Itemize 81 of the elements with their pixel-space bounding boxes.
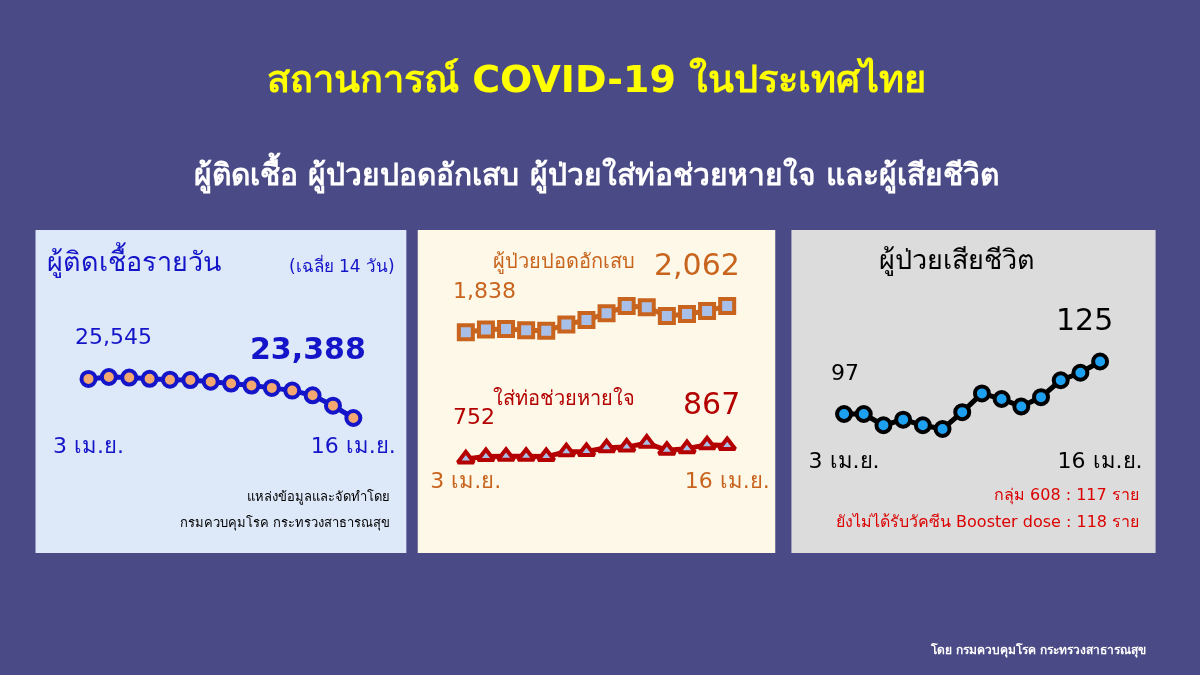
point bbox=[181, 371, 200, 390]
point bbox=[283, 381, 302, 400]
point bbox=[456, 323, 475, 342]
point bbox=[140, 369, 159, 388]
text: ผู้ติดเชื้อ ผู้ป่วยปอดอักเสบ ผู้ป่วยใส่ท่อช่วยหายใจ และผู้เสียชีวิต bbox=[194, 152, 1000, 194]
point bbox=[222, 374, 241, 393]
point bbox=[497, 319, 516, 338]
text: สถานการณ์ COVID-19 ในประเทศไทย bbox=[267, 57, 927, 101]
point bbox=[537, 321, 556, 340]
point bbox=[992, 390, 1011, 408]
point bbox=[718, 297, 737, 316]
x-tick-label: 16 เม.ย. bbox=[1057, 448, 1143, 473]
point bbox=[475, 447, 497, 463]
data-label: 867 bbox=[683, 386, 741, 421]
point bbox=[79, 369, 98, 388]
point bbox=[557, 315, 576, 334]
point bbox=[1091, 352, 1110, 371]
x-tick-label: 16 เม.ย. bbox=[310, 433, 396, 458]
x-tick-label: 16 เม.ย. bbox=[684, 468, 770, 493]
data-label: 752 bbox=[453, 404, 495, 429]
chart-title: ผู้ป่วยเสียชีวิต bbox=[879, 244, 1035, 276]
point bbox=[972, 384, 991, 403]
point bbox=[1071, 363, 1090, 382]
point bbox=[120, 368, 139, 387]
point bbox=[455, 449, 476, 465]
point bbox=[536, 447, 557, 463]
x-tick-label: 3 เม.ย. bbox=[808, 448, 880, 473]
point bbox=[933, 420, 952, 438]
point bbox=[160, 370, 179, 389]
x-tick-label: 3 เม.ย. bbox=[52, 433, 124, 458]
point bbox=[262, 378, 281, 397]
point bbox=[516, 447, 537, 462]
point bbox=[657, 307, 676, 326]
data-label: 2,062 bbox=[654, 247, 740, 282]
point bbox=[517, 321, 536, 340]
data-label: 25,545 bbox=[75, 324, 152, 349]
data-label: 1,838 bbox=[453, 278, 516, 303]
point bbox=[874, 416, 893, 435]
point bbox=[953, 403, 972, 422]
data-label: 97 bbox=[831, 360, 859, 385]
point bbox=[242, 376, 261, 395]
point bbox=[576, 442, 597, 457]
point bbox=[894, 410, 913, 429]
point bbox=[344, 409, 363, 427]
point bbox=[596, 438, 617, 454]
point bbox=[636, 434, 657, 449]
point bbox=[676, 439, 698, 455]
point bbox=[556, 442, 577, 458]
point bbox=[913, 416, 932, 435]
point bbox=[698, 301, 717, 320]
point bbox=[597, 304, 616, 323]
text: โดย กรมควบคุมโรค กระทรวงสาธารณสุข bbox=[930, 642, 1147, 658]
text: ยังไม่ได้รับวัคซีน Booster dose : 118 ราย bbox=[836, 512, 1140, 531]
series-label: ใส่ท่อช่วยหายใจ bbox=[493, 386, 635, 410]
text: แหล่งข้อมูลและจัดทำโดย bbox=[247, 489, 390, 505]
point bbox=[835, 405, 854, 423]
point bbox=[201, 372, 220, 391]
point bbox=[323, 396, 342, 415]
data-label: 23,388 bbox=[250, 331, 366, 366]
chart-title: ผู้ติดเชื้อรายวัน bbox=[47, 242, 221, 278]
point bbox=[476, 320, 495, 339]
point bbox=[717, 436, 738, 451]
point bbox=[577, 311, 596, 330]
point bbox=[1012, 397, 1031, 416]
text: กลุ่ม 608 : 117 ราย bbox=[994, 485, 1139, 505]
x-tick-label: 3 เม.ย. bbox=[430, 468, 502, 493]
data-label: 125 bbox=[1056, 302, 1114, 337]
point bbox=[854, 405, 873, 423]
point bbox=[617, 297, 636, 316]
point bbox=[99, 368, 118, 386]
point bbox=[303, 386, 322, 405]
point bbox=[677, 304, 696, 323]
point bbox=[616, 438, 637, 453]
point bbox=[637, 298, 656, 317]
point bbox=[1051, 371, 1070, 390]
series-label: ผู้ป่วยปอดอักเสบ bbox=[493, 249, 635, 274]
point bbox=[696, 435, 718, 451]
text: กรมควบคุมโรค กระทรวงสาธารณสุข bbox=[180, 515, 391, 531]
point bbox=[656, 441, 677, 456]
chart-subtitle: (เฉลี่ย 14 วัน) bbox=[289, 254, 395, 276]
point bbox=[1032, 388, 1051, 407]
